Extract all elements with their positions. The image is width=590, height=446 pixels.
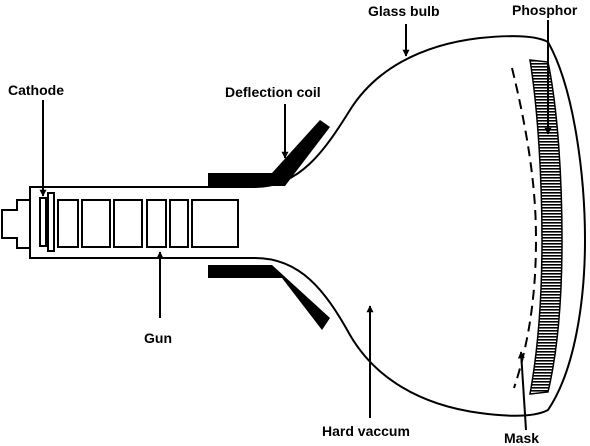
gun-grid-6 xyxy=(191,199,239,248)
tube-base-plug xyxy=(1,199,30,249)
label-cathode: Cathode xyxy=(8,82,64,98)
glass-bulb-outline xyxy=(29,35,587,417)
gun-grid-3 xyxy=(113,199,143,248)
label-gun: Gun xyxy=(144,330,172,346)
deflection-coil-top xyxy=(208,120,330,186)
mask-arrow xyxy=(517,351,527,431)
label-deflection-coil: Deflection coil xyxy=(225,84,321,100)
cathode-plate-inner xyxy=(47,192,55,252)
cathode-plate-outer xyxy=(39,197,47,247)
gun-grid-1 xyxy=(57,199,79,248)
label-mask: Mask xyxy=(504,430,540,446)
phosphor-layer xyxy=(529,59,563,395)
gun-grid-5 xyxy=(169,199,189,248)
gun-grid-2 xyxy=(81,199,111,248)
gun-grid-4 xyxy=(146,199,167,248)
label-glass-bulb: Glass bulb xyxy=(368,3,440,19)
deflection-coil-bottom xyxy=(208,265,330,330)
label-hard-vacuum: Hard vaccum xyxy=(322,423,410,439)
label-phosphor: Phosphor xyxy=(512,2,578,18)
shadow-mask xyxy=(511,67,538,389)
